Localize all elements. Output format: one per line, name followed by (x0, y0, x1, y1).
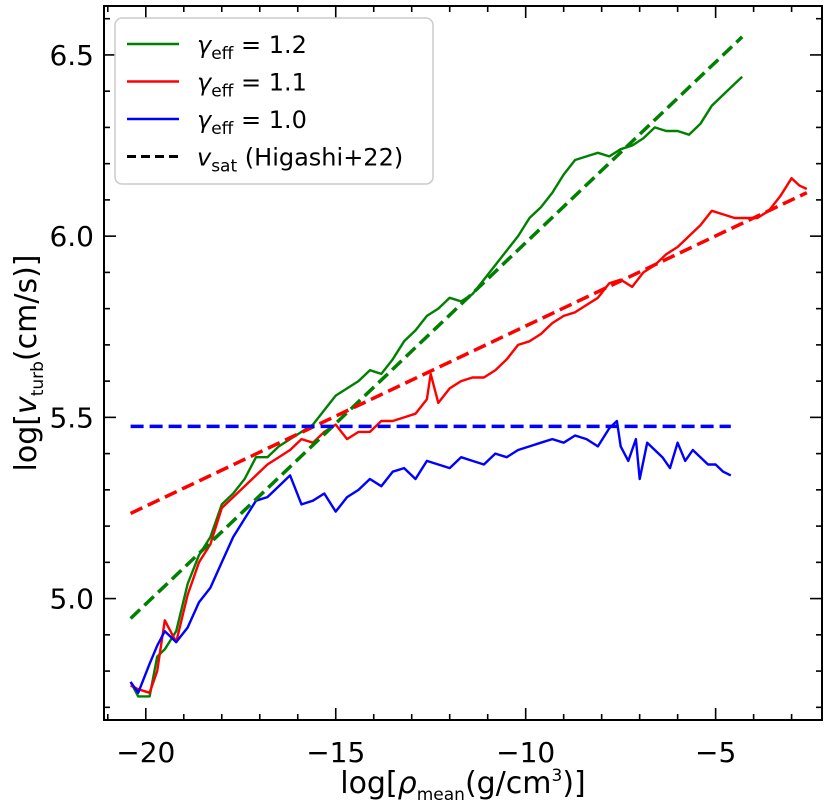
y-axis-label-symbol: v (9, 395, 44, 414)
legend-text: = 1.1 (233, 69, 307, 97)
legend-label-g10: γeff = 1.0 (197, 106, 307, 139)
legend-label-g12: γeff = 1.2 (197, 31, 307, 64)
y-tick-label: 5.5 (49, 401, 94, 434)
x-axis-label-subscript: mean (417, 785, 465, 805)
legend-label-sat: vsat (Higashi+22) (197, 144, 403, 177)
x-axis-label: log[ρmean(g/cm3)] (340, 766, 586, 805)
x-tick-label: −20 (116, 736, 175, 769)
y-tick-label: 6.5 (49, 39, 94, 72)
legend-label-g11: γeff = 1.1 (197, 69, 307, 102)
legend-text: = 1.2 (233, 31, 307, 59)
x-tick-label: −10 (496, 736, 555, 769)
legend-subscript: sat (211, 157, 237, 177)
plot-frame (103, 5, 823, 721)
x-axis-label-suffix: )] (562, 766, 585, 801)
legend-symbol: γ (197, 69, 213, 97)
y-axis-label: log[vturb(cm/s)] (9, 254, 48, 471)
y-tick-label: 5.0 (49, 583, 94, 616)
series-line-0 (129, 75, 744, 698)
y-tick-label: 6.0 (49, 220, 94, 253)
legend-symbol: v (197, 144, 212, 172)
legend-box (114, 17, 434, 185)
y-axis-label-suffix: (cm/s)] (9, 254, 44, 361)
y-axis-label-prefix: log[ (9, 414, 44, 471)
x-axis-label-symbol: ρ (398, 766, 417, 801)
x-tick-label: −5 (695, 736, 736, 769)
series-line-2 (129, 419, 732, 694)
series-line-4 (129, 191, 808, 515)
legend-subscript: eff (211, 82, 234, 102)
series-layer (129, 35, 808, 698)
x-tick-label: −15 (306, 736, 365, 769)
legend-symbol: γ (197, 31, 213, 59)
x-axis-label-superscript: 3 (552, 766, 563, 786)
series-line-3 (129, 35, 744, 620)
legend-text: (Higashi+22) (237, 144, 403, 172)
legend-text: = 1.0 (233, 106, 307, 134)
x-axis-label-units: (g/cm (465, 766, 552, 801)
y-axis-label-subscript: turb (28, 361, 48, 396)
legend-subscript: eff (211, 119, 234, 139)
series-line-1 (130, 176, 808, 694)
ticks-layer: −20 −15 −10 −5 5.0 5.5 6.0 6.5 (49, 6, 822, 769)
x-axis-label-prefix: log[ (340, 766, 397, 801)
legend-symbol: γ (197, 106, 213, 134)
legend-subscript: eff (211, 44, 234, 64)
